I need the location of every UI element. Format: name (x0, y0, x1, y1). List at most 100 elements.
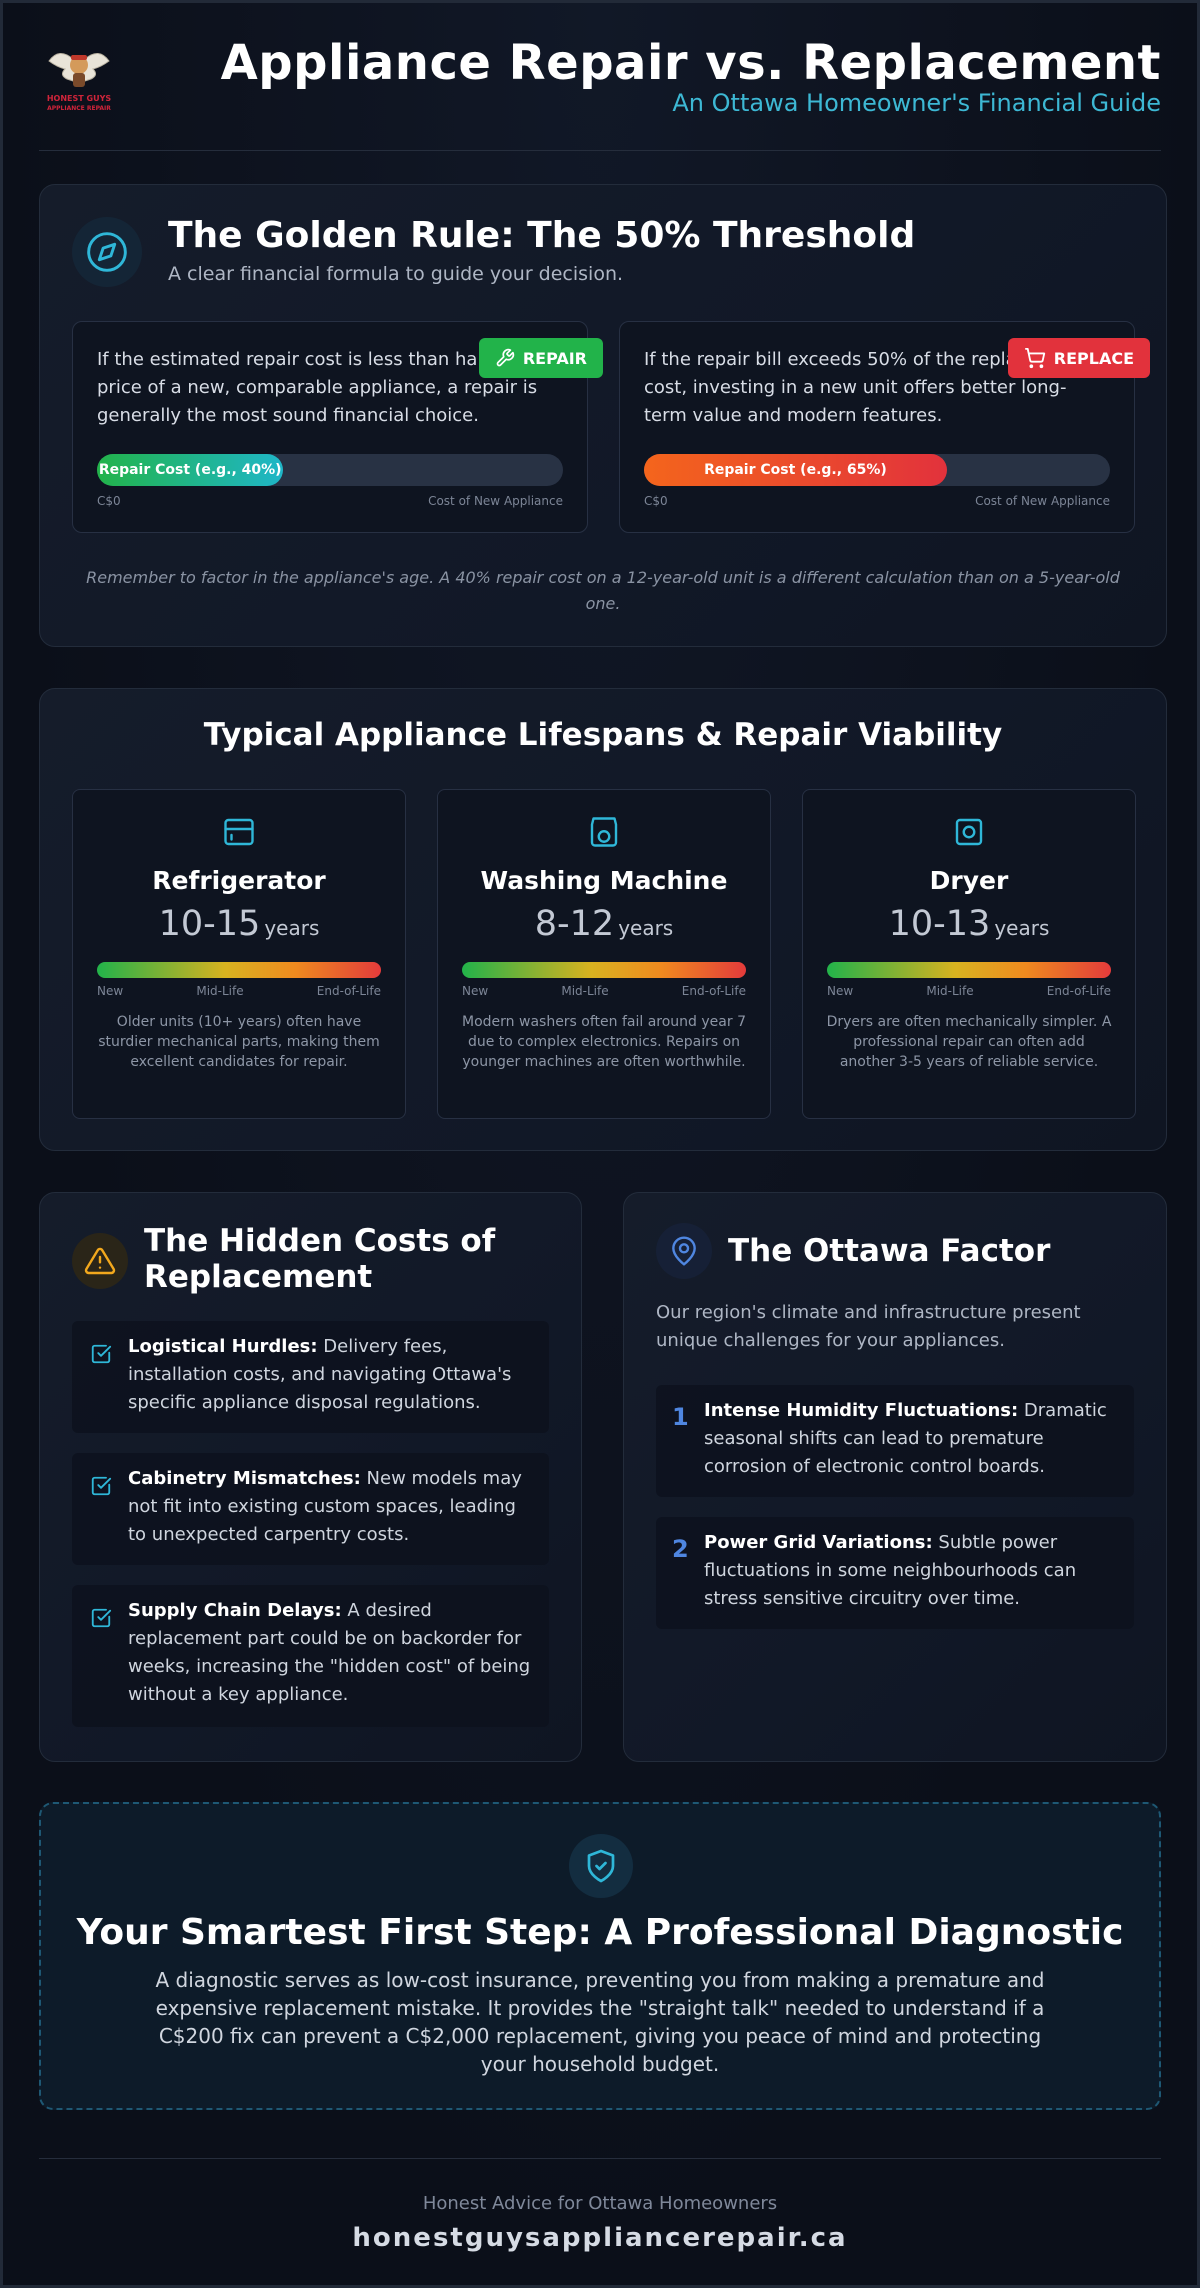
repair-bar-track: Repair Cost (e.g., 40%) (97, 454, 563, 486)
lifespan-description: Older units (10+ years) often have sturd… (98, 1014, 380, 1070)
ottawa-item-heading: Power Grid Variations: (704, 1532, 933, 1553)
ottawa-item: 2 Power Grid Variations: Subtle power fl… (656, 1517, 1134, 1629)
hidden-cost-body: A desired replacement part could be on b… (128, 1600, 531, 1705)
diagnostic-text: A diagnostic serves as low-cost insuranc… (155, 1968, 1045, 2076)
ottawa-item-number: 1 (672, 1403, 689, 1431)
replace-rule-box: If the repair bill exceeds 50% of the re… (619, 321, 1150, 533)
hidden-cost-text: Cabinetry Mismatches: New models may not… (128, 1465, 531, 1549)
footer: Honest Advice for Ottawa Homeowners hone… (39, 2158, 1161, 2268)
years-value: 10-13 (888, 904, 991, 944)
lifespan-scale: New Mid-Life End-of-Life (462, 984, 746, 998)
ottawa-title: The Ottawa Factor (728, 1233, 1051, 1269)
hidden-cost-body: Delivery fees, installation costs, and n… (128, 1336, 512, 1413)
golden-rule-title: The Golden Rule: The 50% Threshold (168, 215, 916, 256)
repair-scale-left: C$0 (97, 494, 121, 508)
lifespan-gradient-bar (827, 962, 1111, 978)
years-unit: years (618, 916, 674, 940)
hidden-cost-item: Supply Chain Delays: A desired replaceme… (72, 1585, 549, 1727)
ottawa-item: 1 Intense Humidity Fluctuations: Dramati… (656, 1385, 1134, 1497)
lifespan-card-refrigerator: Refrigerator 10-15 years New Mid-Life End-o… (72, 789, 406, 1119)
repair-bar-fill: Repair Cost (e.g., 40%) (97, 454, 284, 486)
shield-check-icon (569, 1834, 633, 1898)
page-subtitle: An Ottawa Homeowner's Financial Guide (672, 89, 1161, 117)
lifespan-card-washing-machine: Washing Machine 8-12 years New Mid-Life End… (437, 789, 771, 1119)
map-pin-icon (656, 1223, 712, 1279)
ottawa-item-body: Subtle power fluctuations in some neighb… (704, 1532, 1077, 1609)
scale-new: New (827, 984, 854, 998)
appliance-name: Dryer (929, 866, 1009, 895)
ottawa-item-body: Dramatic seasonal shifts can lead to pre… (704, 1400, 1107, 1477)
scale-mid: Mid-Life (561, 984, 609, 998)
repair-bar-label: Repair Cost (e.g., 40%) (98, 462, 282, 478)
replace-bar-track: Repair Cost (e.g., 65%) (644, 454, 1110, 486)
lifespan-years: 10-13 years (803, 904, 1135, 944)
years-value: 8-12 (534, 904, 615, 944)
ottawa-item-heading: Intense Humidity Fluctuations: (704, 1400, 1019, 1421)
lifespans-section: Typical Appliance Lifespans & Repair Via… (39, 688, 1167, 1151)
repair-rule-text: If the estimated repair cost is less tha… (97, 349, 538, 426)
company-logo: HONEST GUYS APPLIANCE REPAIR (39, 39, 119, 119)
scale-end: End-of-Life (1046, 984, 1111, 998)
hidden-cost-heading: Supply Chain Delays: (128, 1600, 342, 1621)
lifespan-years: 10-15 years (73, 904, 405, 944)
hidden-cost-text: Logistical Hurdles: Delivery fees, insta… (128, 1333, 531, 1417)
scale-end: End-of-Life (316, 984, 381, 998)
diagnostic-callout: Your Smartest First Step: A Professional… (39, 1802, 1161, 2110)
years-unit: years (264, 916, 320, 940)
hidden-cost-heading: Logistical Hurdles: (128, 1336, 318, 1357)
checkbox-icon (91, 1476, 112, 1496)
footer-tagline: Honest Advice for Ottawa Homeowners (422, 2193, 778, 2214)
replace-badge-label: REPLACE (1053, 348, 1134, 368)
lifespan-scale: New Mid-Life End-of-Life (827, 984, 1111, 998)
lifespan-years: 8-12 years (438, 904, 770, 944)
lifespans-title: Typical Appliance Lifespans & Repair Via… (203, 717, 1003, 753)
replace-bar-label: Repair Cost (e.g., 65%) (704, 462, 887, 478)
golden-rule-section: The Golden Rule: The 50% Threshold A cle… (39, 184, 1167, 647)
repair-scale-right: Cost of New Appliance (428, 494, 563, 508)
compass-icon (72, 217, 142, 287)
hidden-cost-text: Supply Chain Delays: A desired replaceme… (128, 1597, 531, 1709)
footer-website-link[interactable]: honestguysappliancerepair.ca (352, 2223, 848, 2253)
hidden-cost-item: Logistical Hurdles: Delivery fees, insta… (72, 1321, 549, 1433)
lifespan-gradient-bar (97, 962, 381, 978)
scale-new: New (462, 984, 489, 998)
checkbox-icon (91, 1608, 112, 1628)
hidden-cost-item: Cabinetry Mismatches: New models may not… (72, 1453, 549, 1565)
hidden-costs-title: The Hidden Costs of Replacement (144, 1223, 496, 1295)
ottawa-item-text: Intense Humidity Fluctuations: Dramatic … (704, 1397, 1118, 1481)
dryer-icon (955, 818, 983, 846)
scale-mid: Mid-Life (196, 984, 244, 998)
scale-end: End-of-Life (681, 984, 746, 998)
checkbox-icon (91, 1344, 112, 1364)
replace-badge: REPLACE (1007, 338, 1150, 378)
repair-rule-box: If the estimated repair cost is less tha… (72, 321, 603, 533)
warning-icon (72, 1233, 128, 1289)
washing-machine-icon (590, 817, 618, 847)
diagnostic-title: Your Smartest First Step: A Professional… (76, 1912, 1124, 1953)
golden-rule-subtitle: A clear financial formula to guide your … (168, 263, 624, 285)
repair-badge: REPAIR (478, 338, 603, 378)
ottawa-factor-section: The Ottawa Factor Our region's climate a… (623, 1192, 1167, 1762)
scale-mid: Mid-Life (926, 984, 974, 998)
hidden-costs-section: The Hidden Costs of Replacement Logistic… (39, 1192, 582, 1762)
ottawa-item-text: Power Grid Variations: Subtle power fluc… (704, 1529, 1118, 1613)
svg-text:HONEST GUYS: HONEST GUYS (47, 94, 112, 103)
replace-rule-text: If the repair bill exceeds 50% of the re… (644, 349, 1085, 426)
appliance-name: Washing Machine (480, 866, 728, 895)
svg-text:APPLIANCE REPAIR: APPLIANCE REPAIR (47, 105, 111, 112)
ottawa-intro: Our region's climate and infrastructure … (656, 1302, 1081, 1351)
replace-scale-right: Cost of New Appliance (975, 494, 1110, 508)
repair-badge-label: REPAIR (522, 348, 587, 368)
lifespan-description: Dryers are often mechanically simpler. A… (826, 1014, 1112, 1070)
lifespan-scale: New Mid-Life End-of-Life (97, 984, 381, 998)
cart-icon (1024, 347, 1045, 369)
hidden-cost-heading: Cabinetry Mismatches: (128, 1468, 361, 1489)
lifespan-description: Modern washers often fail around year 7 … (462, 1014, 746, 1070)
hidden-cost-body: New models may not fit into existing cus… (128, 1468, 522, 1545)
scale-new: New (97, 984, 124, 998)
years-unit: years (994, 916, 1050, 940)
header: HONEST GUYS APPLIANCE REPAIR Appliance R… (39, 33, 1161, 151)
page-title: Appliance Repair vs. Replacement (220, 35, 1161, 91)
replace-scale-left: C$0 (644, 494, 668, 508)
